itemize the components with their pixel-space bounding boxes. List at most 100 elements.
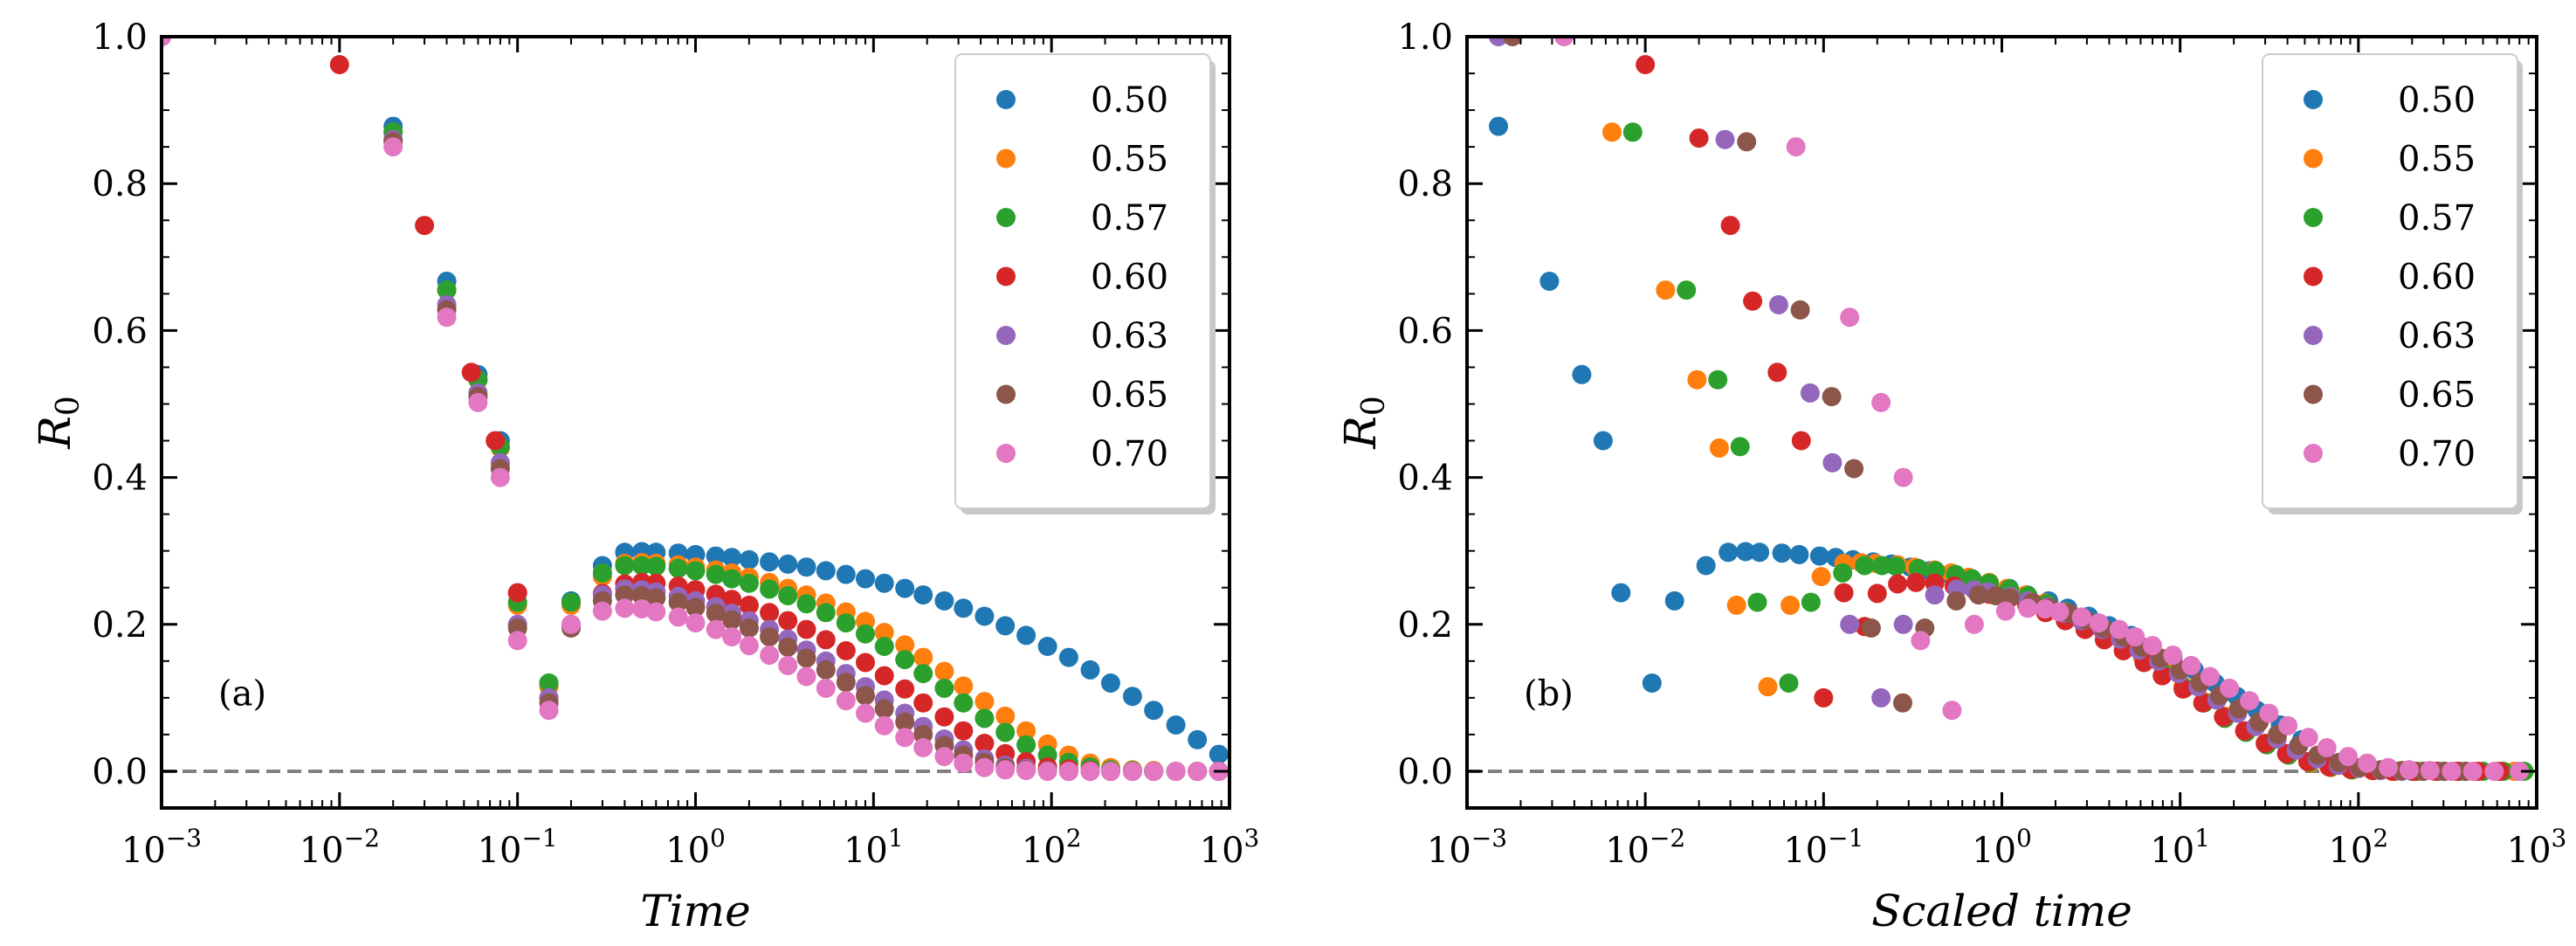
data-point-050	[895, 578, 915, 598]
data-point-050	[1772, 543, 1792, 563]
data-point-050	[874, 573, 894, 593]
data-point-065	[706, 604, 726, 624]
data-point-065	[1946, 590, 1966, 611]
data-point-070	[646, 602, 666, 622]
data-point-057	[913, 664, 933, 684]
data-point-050	[1016, 625, 1037, 646]
data-point-070	[2071, 607, 2091, 627]
data-point-057	[632, 556, 652, 576]
data-point-060	[1720, 216, 1740, 236]
data-point-070	[2338, 747, 2358, 767]
y-tick-label: 0.0	[1397, 752, 1453, 792]
data-point-057	[739, 573, 759, 593]
data-point-065	[778, 637, 798, 657]
data-point-057	[1886, 556, 1906, 577]
data-point-055	[1687, 369, 1707, 390]
y-tick-label: 0.8	[1397, 164, 1453, 204]
legend-marker	[2304, 326, 2323, 345]
data-point-050	[1080, 659, 1100, 680]
data-point-055	[874, 623, 894, 642]
data-point-055	[975, 692, 995, 712]
x-axis: 10−3 10−2 10−1 100 101 102 103	[1427, 37, 2566, 871]
data-point-070	[2510, 762, 2530, 781]
data-point-055	[913, 647, 933, 667]
x-axis-label: Scaled time	[1871, 886, 2132, 936]
legend: 0.50 0.55 0.57 0.60 0.63 0.65 0.70	[954, 53, 1216, 514]
legend-label: 0.57	[2398, 198, 2476, 238]
data-point-070	[592, 601, 612, 621]
legend-marker	[996, 384, 1016, 404]
data-point-057	[836, 613, 856, 633]
chart-panel-1: 10−3 10−2 10−1 100 101 102 1030.00.20.40.60.81…	[30, 17, 1259, 936]
data-point-070	[2049, 602, 2070, 622]
data-point-060	[507, 583, 527, 603]
data-point-057	[1872, 556, 1892, 576]
data-point-055	[1016, 721, 1037, 741]
y-tick-label: 1.0	[92, 17, 148, 58]
data-point-065	[632, 586, 652, 605]
data-point-057	[1747, 592, 1767, 612]
data-point-070	[2163, 646, 2183, 666]
data-point-070	[1871, 392, 1891, 412]
data-point-050	[1166, 715, 1186, 735]
data-point-070	[1786, 137, 1806, 157]
data-point-060	[329, 55, 349, 74]
data-point-065	[722, 610, 742, 630]
y-tick-label: 0.2	[92, 605, 148, 646]
data-point-060	[1834, 583, 1854, 603]
data-point-055	[1780, 595, 1801, 615]
data-point-057	[954, 693, 974, 713]
data-point-070	[2109, 619, 2129, 639]
data-point-057	[856, 624, 875, 644]
data-point-057	[722, 569, 742, 589]
legend-label: 0.63	[2398, 316, 2476, 356]
data-points	[1489, 37, 2534, 781]
data-point-065	[1503, 37, 1523, 46]
data-point-070	[1144, 762, 1164, 781]
data-point-057	[995, 722, 1016, 742]
data-point-070	[539, 701, 559, 721]
data-point-070	[2259, 703, 2279, 723]
data-point-055	[954, 676, 974, 696]
data-point-055	[1656, 280, 1676, 300]
y-tick-label: 0.4	[92, 459, 148, 499]
legend: 0.50 0.55 0.57 0.60 0.63 0.65 0.70	[2262, 53, 2523, 514]
legend-marker	[2304, 384, 2323, 404]
data-point-050	[1696, 556, 1716, 576]
x-axis: 10−3 10−2 10−1 100 101 102 103	[121, 37, 1259, 871]
data-point-050	[1750, 542, 1770, 563]
data-point-060	[1689, 128, 1709, 148]
data-point-070	[874, 715, 894, 735]
data-point-060	[1867, 583, 1887, 604]
legend-label: 0.60	[2398, 258, 2476, 298]
data-point-070	[975, 757, 995, 777]
data-point-060	[1906, 572, 1926, 592]
legend-label: 0.50	[1091, 80, 1168, 121]
data-point-070	[2399, 760, 2419, 780]
data-point-050	[1593, 431, 1613, 451]
x-tick-label: 10−2	[300, 824, 380, 871]
data-point-055	[1709, 438, 1729, 458]
data-point-057	[1833, 563, 1853, 583]
legend-label: 0.50	[2398, 80, 2476, 121]
y-axis-label: R0	[1335, 396, 1392, 450]
data-point-070	[2181, 655, 2201, 675]
data-point-050	[1664, 590, 1684, 611]
data-point-060	[461, 363, 481, 383]
data-point-060	[722, 590, 742, 610]
data-point-065	[760, 627, 780, 647]
x-tick-label: 103	[2507, 824, 2567, 871]
data-point-060	[856, 653, 875, 673]
data-point-070	[995, 760, 1016, 780]
chart-panel-2: 10−3 10−2 10−1 100 101 102 1030.00.20.40.60.81…	[1335, 17, 2566, 936]
legend-box	[954, 53, 1211, 509]
data-point-070	[2484, 762, 2504, 781]
data-point-070	[2278, 715, 2298, 735]
data-point-050	[1144, 701, 1164, 721]
data-point-063	[1893, 614, 1913, 634]
x-tick-label: 100	[665, 824, 726, 871]
data-point-065	[1968, 585, 1988, 605]
data-point-063	[1925, 585, 1945, 605]
data-point-060	[895, 679, 915, 699]
